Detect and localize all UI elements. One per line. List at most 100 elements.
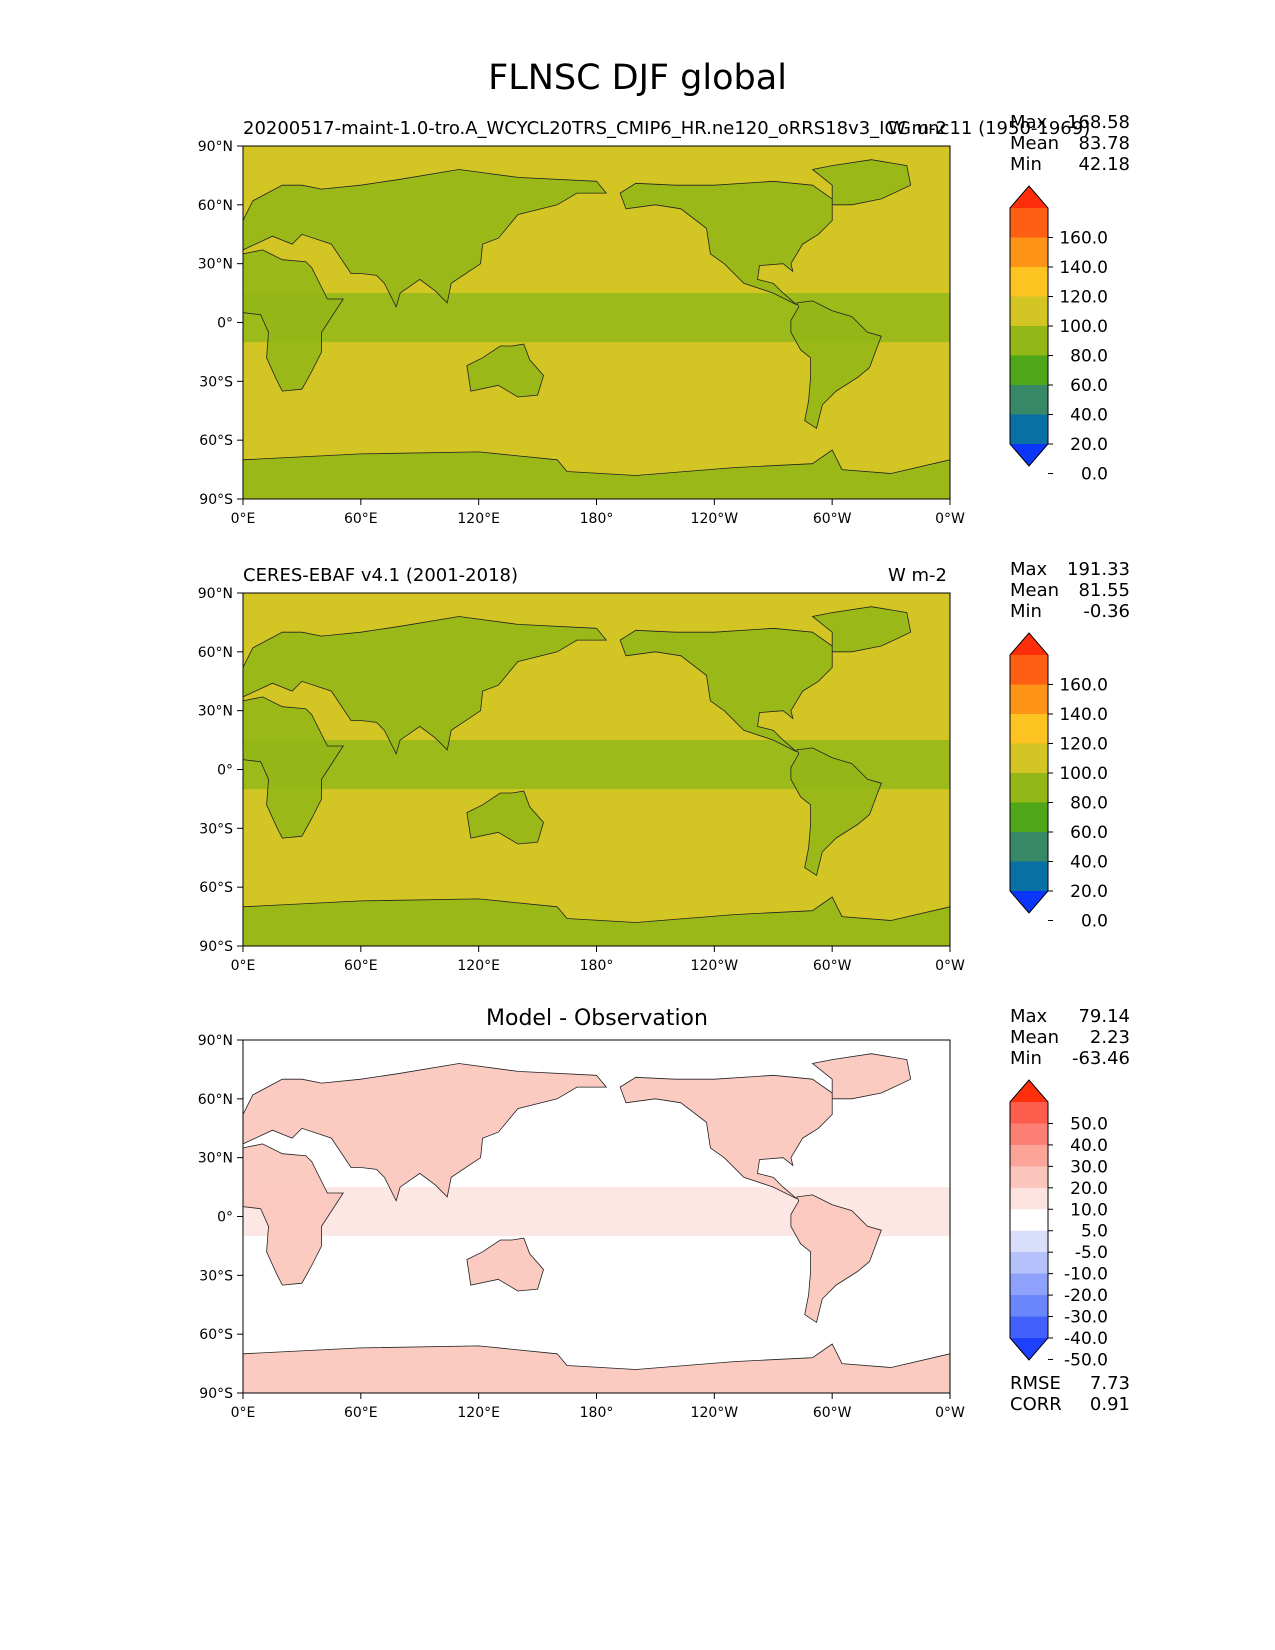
lon-tick-label: 180°: [580, 1405, 614, 1421]
map-frame: [242, 592, 951, 947]
map-tropical-band: [243, 1187, 950, 1237]
stat-mean-value: 2.23: [1089, 1027, 1130, 1048]
colorbar-tick-label: -10.0: [1064, 1265, 1108, 1285]
lon-tick-label: 60°W: [813, 1405, 852, 1421]
colorbar-tick-label: 0.0: [1081, 912, 1108, 932]
lon-tick-label: 0°W: [935, 958, 965, 974]
map-panel-2: 90°N 60°N 30°N 0° 30°S 60°S 90°S 0°E 60°E 120°E 18…: [198, 586, 965, 974]
colorbar-segment: [1010, 743, 1048, 774]
stat-min-label: Min: [1010, 601, 1042, 622]
colorbar-outline: [1009, 632, 1049, 914]
colorbar-segment: [1010, 1252, 1048, 1275]
colorbar-segment: [1010, 1273, 1048, 1296]
stat-rmse-value: 7.73: [1089, 1373, 1130, 1394]
colorbar-segment: [1010, 802, 1048, 833]
lon-tick-label: 0°E: [231, 511, 256, 527]
colorbar-segment: [1010, 714, 1048, 744]
colorbar-tick-label: -30.0: [1064, 1308, 1108, 1328]
colorbar-tick-label: 80.0: [1070, 794, 1108, 814]
lon-tick-label: 180°: [580, 958, 614, 974]
lon-tick-label: 120°E: [457, 1405, 500, 1421]
stat-corr-label: CORR: [1010, 1394, 1062, 1415]
colorbar-segment: [1010, 1209, 1048, 1232]
stat-max-value: 191.33: [1067, 559, 1130, 580]
colorbar-segment: [1010, 832, 1048, 862]
colorbar-segment: [1010, 1123, 1048, 1146]
lon-tick-label: 60°W: [813, 958, 852, 974]
lon-tick-label: 120°W: [691, 1405, 739, 1421]
colorbar-3: 50.040.030.020.010.05.0-5.0-10.0-20.0-30…: [1009, 1079, 1108, 1370]
colorbar-tick-label: 100.0: [1059, 764, 1108, 784]
lat-tick-label: 90°S: [199, 939, 233, 955]
colorbar-segment: [1010, 1102, 1048, 1124]
stat-max-label: Max: [1010, 1006, 1048, 1027]
lon-tick-label: 120°E: [457, 511, 500, 527]
lat-tick-label: 30°S: [199, 821, 233, 837]
colorbar-tick-label: 140.0: [1059, 705, 1108, 725]
lat-tick-label: 0°: [217, 1210, 233, 1226]
colorbar-extend-top: [1010, 1080, 1048, 1102]
panel-left-title: 20200517-maint-1.0-tro.A_WCYCL20TRS_CMIP…: [243, 118, 1091, 139]
stat-mean-label: Mean: [1010, 1027, 1060, 1048]
stat-min-label: Min: [1010, 1048, 1042, 1069]
colorbar-segment: [1010, 1187, 1048, 1210]
lon-tick-label: 0°W: [935, 1405, 965, 1421]
colorbar-tick-label: 20.0: [1070, 1179, 1108, 1199]
panel-observation: CERES-EBAF v4.1 (2001-2018) W m-2 Max 19…: [0, 0, 1275, 622]
lat-tick-label: 0°: [217, 763, 233, 779]
lat-tick-label: 30°N: [198, 1151, 233, 1167]
lon-tick-label: 0°E: [231, 958, 256, 974]
lat-tick-label: 30°S: [199, 1268, 233, 1284]
colorbar-segment: [1010, 773, 1048, 803]
lat-tick-label: 90°S: [199, 1386, 233, 1402]
colorbar-tick-label: -5.0: [1075, 1243, 1108, 1263]
panel-model: 20200517-maint-1.0-tro.A_WCYCL20TRS_CMIP…: [0, 0, 1275, 470]
stat-min-value: -63.46: [1071, 1048, 1130, 1069]
stat-mean-label: Mean: [1010, 133, 1060, 154]
lon-tick-label: 60°E: [344, 1405, 378, 1421]
stat-min-value: -0.36: [1083, 601, 1130, 622]
colorbar-tick-label: 30.0: [1070, 1157, 1108, 1177]
stat-min-label: Min: [1010, 154, 1042, 175]
lat-tick-label: 90°N: [198, 1033, 233, 1049]
lat-tick-label: 60°S: [199, 1327, 233, 1343]
lat-tick-label: 60°N: [198, 1092, 233, 1108]
colorbar-tick-label: 160.0: [1059, 676, 1108, 696]
coastline: [242, 1053, 951, 1394]
stat-min-value: 42.18: [1078, 154, 1130, 175]
colorbar-segment: [1010, 684, 1048, 715]
colorbar-tick-label: 40.0: [1070, 853, 1108, 873]
lon-tick-label: 60°E: [344, 511, 378, 527]
stat-mean-value: 83.78: [1078, 133, 1130, 154]
colorbar-segment: [1010, 1316, 1048, 1339]
lat-tick-label: 60°N: [198, 645, 233, 661]
map-panel-3: 90°N 60°N 30°N 0° 30°S 60°S 90°S 0°E 60°E 120°E 18…: [198, 1033, 965, 1421]
stat-max-value: 168.58: [1067, 112, 1130, 133]
panel-center-title: Model - Observation: [486, 1006, 708, 1031]
map-frame: [242, 1039, 951, 1394]
colorbar-2: 160.0 140.0 120.0 100.0 80.0 60.0 40.0 20.0 0.0: [1009, 632, 1108, 932]
lat-tick-label: 60°S: [199, 880, 233, 896]
colorbar-extend-top: [1010, 633, 1048, 655]
panel-units: W m-2: [888, 118, 948, 139]
colorbar-tick-label: -50.0: [1064, 1350, 1108, 1370]
lon-tick-label: 0°W: [935, 511, 965, 527]
colorbar-tick-label: 50.0: [1070, 1114, 1108, 1134]
stat-mean-label: Mean: [1010, 580, 1060, 601]
stat-max-value: 79.14: [1078, 1006, 1130, 1027]
colorbar-segment: [1010, 861, 1048, 892]
map-background: [243, 1040, 950, 1393]
colorbar-segment: [1010, 1166, 1048, 1189]
panel-difference: Model - Observation Max 79.14 Mean 2.23 …: [0, 0, 1275, 1415]
lon-tick-label: 0°E: [231, 1405, 256, 1421]
stat-max-label: Max: [1010, 112, 1048, 133]
colorbar-segment: [1010, 655, 1048, 685]
stat-mean-value: 81.55: [1078, 580, 1130, 601]
colorbar-tick-label: 120.0: [1059, 735, 1108, 755]
colorbar-tick-label: 40.0: [1070, 1136, 1108, 1156]
coastline: [242, 606, 951, 947]
panel-units: W m-2: [888, 565, 948, 586]
panel-left-title: CERES-EBAF v4.1 (2001-2018): [243, 565, 519, 586]
colorbar-segment: [1010, 1144, 1048, 1167]
lat-tick-label: 30°N: [198, 704, 233, 720]
